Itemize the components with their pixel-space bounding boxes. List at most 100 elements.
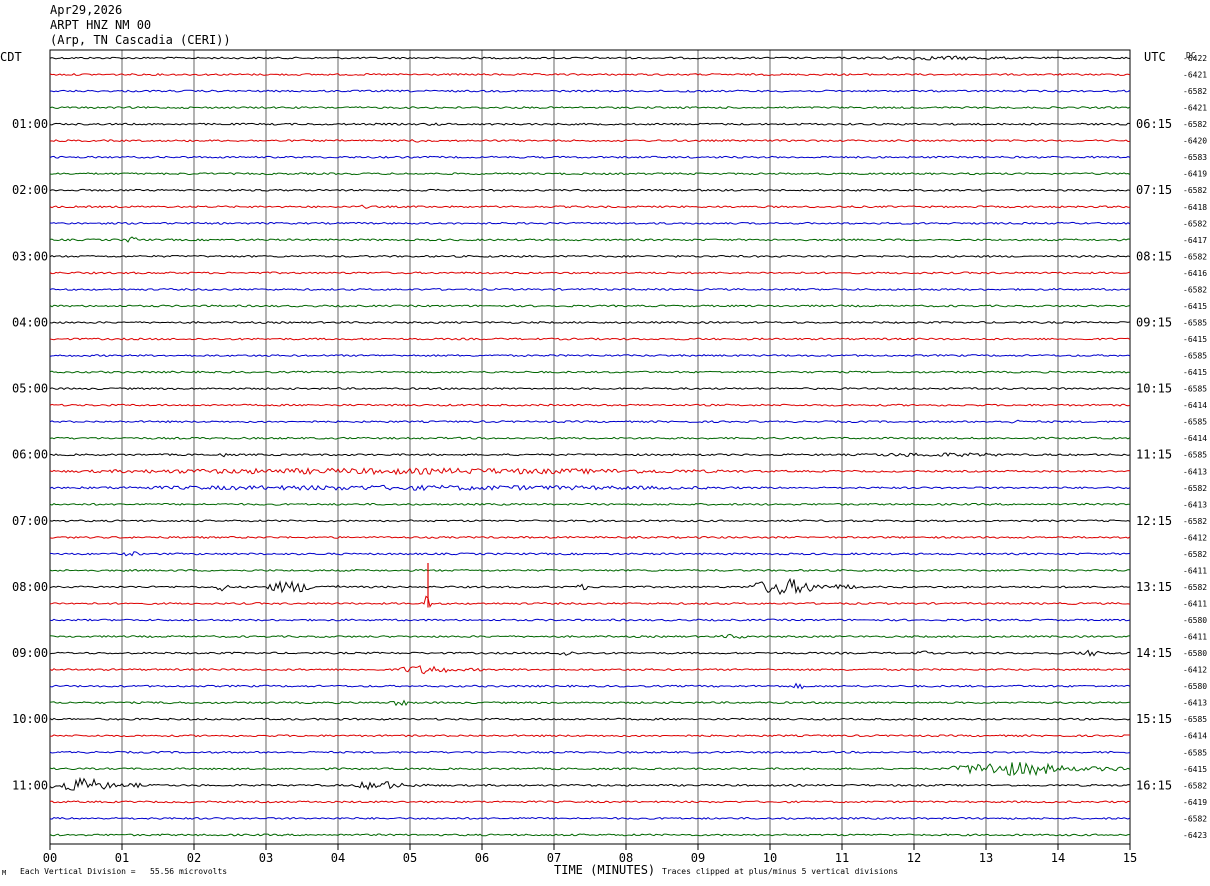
dc-offset-label: -6585 [1183,418,1207,427]
left-hour-label: 04:00 [12,315,48,329]
header-location: (Arp, TN Cascadia (CERI)) [50,33,231,47]
trace-line [49,502,1131,506]
dc-offset-label: -6585 [1183,748,1207,757]
dc-offset-label: -6418 [1183,203,1207,212]
minute-grid [49,50,1131,850]
trace-line [49,188,1131,192]
x-tick-label: 05 [403,851,417,865]
left-hour-label: 11:00 [12,778,48,792]
trace-line [49,535,1131,539]
dc-offset-label: -6585 [1183,352,1207,361]
trace-line [49,72,1131,77]
x-tick-label: 07 [547,851,561,865]
dc-label: DC [1186,51,1196,60]
dc-offset-label: -6411 [1183,633,1207,642]
trace-line [49,155,1131,159]
x-axis-title: TIME (MINUTES) [554,863,656,877]
right-hour-label: 06:15 [1136,117,1172,131]
trace-line [49,762,1131,777]
trace-line [49,484,1131,492]
dc-offset-label: -6413 [1183,467,1207,476]
trace-line [49,236,1131,243]
x-tick-label: 14 [1051,851,1065,865]
x-tick-label: 12 [907,851,921,865]
dc-offset-label: -6582 [1183,252,1207,261]
x-tick-label: 09 [691,851,705,865]
dc-offset-label: -6585 [1183,715,1207,724]
trace-line [49,717,1131,721]
trace-line [49,370,1131,374]
dc-offset-label: -6415 [1183,368,1207,377]
trace-line [49,568,1131,572]
trace-line [49,776,1131,791]
trace-line [49,320,1131,324]
right-hour-label: 11:15 [1136,448,1172,462]
dc-offset-label: -6412 [1183,533,1207,542]
trace-line [49,89,1131,93]
dc-offset-label: -6582 [1183,484,1207,493]
dc-offset-label: -6412 [1183,666,1207,675]
trace-line [49,122,1131,126]
right-hour-label: 09:15 [1136,315,1172,329]
trace-line [49,304,1131,308]
trace-line [49,403,1131,407]
header-station: ARPT HNZ NM 00 [50,18,152,32]
trace-line [49,551,1131,557]
trace-line [49,55,1131,61]
x-tick-label: 08 [619,851,633,865]
trace-line [49,106,1131,110]
header-date: Apr29,2026 [50,3,123,17]
dc-offset-label: -6582 [1183,120,1207,129]
x-tick-label: 01 [115,851,129,865]
dc-offset-label: -6419 [1183,170,1207,179]
trace-line [49,337,1131,341]
dc-offset-label: -6419 [1183,798,1207,807]
dc-offset-label: -6585 [1183,451,1207,460]
dc-offset-label: -6582 [1183,219,1207,228]
x-tick-label: 15 [1123,851,1137,865]
dc-offset-label: -6415 [1183,335,1207,344]
x-tick-label: 10 [763,851,777,865]
x-tick-label: 06 [475,851,489,865]
trace-line [49,665,1131,675]
dc-offset-label: -6580 [1183,616,1207,625]
left-timezone-label: CDT [0,50,22,64]
right-timezone-label: UTC [1144,50,1166,64]
axis-labels: 00 01 02 03 04 05 06 07 08 09 10 11 12 13 14 15 -6422 -64… [12,54,1207,865]
dc-offset-label: -6417 [1183,236,1207,245]
dc-offset-label: -6420 [1183,137,1207,146]
dc-offset-label: -6415 [1183,765,1207,774]
x-tick-label: 04 [331,851,345,865]
trace-line [49,699,1131,707]
dc-offset-label: -6580 [1183,649,1207,658]
trace-lines [49,55,1131,837]
right-hour-label: 16:15 [1136,778,1172,792]
left-hour-label: 01:00 [12,117,48,131]
trace-line [49,204,1131,209]
x-tick-label: 11 [835,851,849,865]
left-hour-label: 09:00 [12,646,48,660]
dc-offset-label: -6421 [1183,104,1207,113]
trace-line [49,800,1131,804]
trace-line [49,734,1131,738]
dc-offset-label: -6411 [1183,566,1207,575]
trace-line [49,519,1131,523]
left-hour-label: 02:00 [12,183,48,197]
trace-line [49,452,1131,458]
dc-offset-label: -6582 [1183,781,1207,790]
trace-line [49,682,1131,690]
dc-offset-label: -6582 [1183,285,1207,294]
dc-offset-label: -6580 [1183,682,1207,691]
dc-offset-label: -6416 [1183,269,1207,278]
trace-line [49,750,1131,754]
trace-line [49,354,1131,358]
dc-offset-label: -6582 [1183,87,1207,96]
dc-offset-label: -6415 [1183,302,1207,311]
scale-note: Each Vertical Division = 55.56 microvolt… [20,867,228,876]
x-tick-label: 00 [43,851,57,865]
trace-line [49,287,1131,291]
left-hour-label: 03:00 [12,249,48,263]
trace-line [49,387,1131,391]
dc-offset-label: -6423 [1183,831,1207,840]
